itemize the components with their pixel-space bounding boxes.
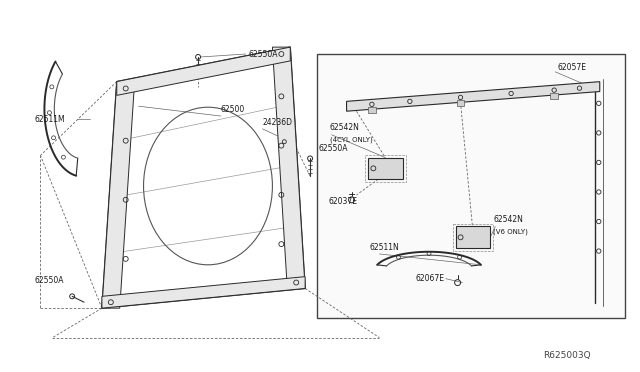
Text: 24236D: 24236D	[262, 118, 292, 128]
Polygon shape	[102, 277, 305, 308]
Text: 62550A: 62550A	[35, 276, 64, 285]
Text: 62500: 62500	[221, 105, 245, 114]
Text: 62511M: 62511M	[35, 115, 65, 124]
Bar	[317, 54, 625, 318]
Text: 62067E: 62067E	[416, 274, 445, 283]
Text: (V6 ONLY): (V6 ONLY)	[493, 228, 528, 235]
Text: 62550A: 62550A	[248, 49, 278, 58]
Text: (4CYL ONLY): (4CYL ONLY)	[330, 137, 372, 143]
Text: 62542N: 62542N	[493, 215, 523, 224]
Polygon shape	[102, 81, 134, 308]
Bar	[550, 93, 558, 99]
Polygon shape	[347, 82, 600, 111]
Text: 62037E: 62037E	[329, 197, 358, 206]
Text: 62542N: 62542N	[330, 124, 360, 132]
Polygon shape	[116, 47, 291, 95]
Bar	[368, 107, 376, 113]
Bar	[456, 100, 465, 106]
Text: 62511N: 62511N	[369, 243, 399, 251]
Polygon shape	[273, 47, 305, 288]
Text: R625003Q: R625003Q	[543, 351, 591, 360]
Text: 62550A: 62550A	[318, 144, 348, 153]
Polygon shape	[369, 157, 403, 179]
Polygon shape	[456, 227, 490, 248]
Text: 62057E: 62057E	[557, 63, 586, 73]
